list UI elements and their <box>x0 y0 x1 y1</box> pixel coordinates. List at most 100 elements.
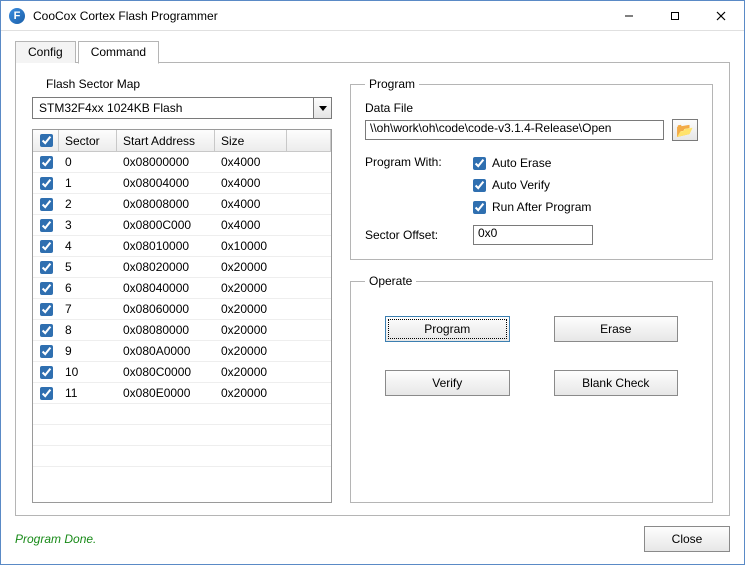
table-row[interactable]: 20x080080000x4000 <box>33 194 331 215</box>
table-row[interactable]: 100x080C00000x20000 <box>33 362 331 383</box>
row-checkbox[interactable] <box>40 240 53 253</box>
run-after-checkbox[interactable] <box>473 201 486 214</box>
cell-size: 0x20000 <box>215 260 287 274</box>
header-checkbox-cell[interactable] <box>33 130 59 151</box>
row-checkbox[interactable] <box>40 366 53 379</box>
cell-sector: 6 <box>59 281 117 295</box>
maximize-icon <box>670 11 680 21</box>
flash-map-label: Flash Sector Map <box>46 77 332 91</box>
row-checkbox[interactable] <box>40 198 53 211</box>
minimize-button[interactable] <box>606 1 652 31</box>
auto-erase-checkbox[interactable] <box>473 157 486 170</box>
cell-sector: 2 <box>59 197 117 211</box>
cell-start-address: 0x08008000 <box>117 197 215 211</box>
auto-verify-label: Auto Verify <box>492 178 550 192</box>
device-select-dropdown[interactable] <box>313 98 331 118</box>
data-file-field[interactable]: \\oh\work\oh\code\code-v3.1.4-Release\Op… <box>365 120 664 140</box>
row-checkbox[interactable] <box>40 324 53 337</box>
cell-sector: 1 <box>59 176 117 190</box>
row-checkbox[interactable] <box>40 219 53 232</box>
data-file-label: Data File <box>365 101 698 115</box>
table-row[interactable]: 10x080040000x4000 <box>33 173 331 194</box>
close-window-button[interactable] <box>698 1 744 31</box>
app-window: F CooCox Cortex Flash Programmer Config … <box>0 0 745 565</box>
row-checkbox[interactable] <box>40 345 53 358</box>
cell-size: 0x4000 <box>215 218 287 232</box>
row-checkbox[interactable] <box>40 261 53 274</box>
header-start-address[interactable]: Start Address <box>117 130 215 151</box>
tab-body: Flash Sector Map STM32F4xx 1024KB Flash … <box>15 63 730 516</box>
bottom-bar: Program Done. Close <box>15 526 730 552</box>
cell-size: 0x4000 <box>215 176 287 190</box>
tab-command[interactable]: Command <box>78 41 159 64</box>
verify-button[interactable]: Verify <box>385 370 510 396</box>
cell-start-address: 0x08040000 <box>117 281 215 295</box>
close-button[interactable]: Close <box>644 526 730 552</box>
cell-start-address: 0x0800C000 <box>117 218 215 232</box>
cell-sector: 8 <box>59 323 117 337</box>
operate-legend: Operate <box>365 274 416 288</box>
header-size[interactable]: Size <box>215 130 287 151</box>
row-checkbox[interactable] <box>40 282 53 295</box>
program-button[interactable]: Program <box>385 316 510 342</box>
sector-offset-label: Sector Offset: <box>365 228 465 242</box>
table-row-empty <box>33 404 331 425</box>
row-checkbox[interactable] <box>40 387 53 400</box>
sector-table-body: 00x080000000x400010x080040000x400020x080… <box>33 152 331 502</box>
maximize-button[interactable] <box>652 1 698 31</box>
cell-sector: 3 <box>59 218 117 232</box>
table-row[interactable]: 110x080E00000x20000 <box>33 383 331 404</box>
sector-offset-field[interactable]: 0x0 <box>473 225 593 245</box>
header-sector[interactable]: Sector <box>59 130 117 151</box>
cell-start-address: 0x08010000 <box>117 239 215 253</box>
cell-size: 0x20000 <box>215 365 287 379</box>
table-row[interactable]: 80x080800000x20000 <box>33 320 331 341</box>
table-row[interactable]: 30x0800C0000x4000 <box>33 215 331 236</box>
cell-sector: 9 <box>59 344 117 358</box>
tab-config[interactable]: Config <box>15 41 76 63</box>
auto-erase-option[interactable]: Auto Erase <box>473 153 591 173</box>
row-checkbox[interactable] <box>40 156 53 169</box>
table-row[interactable]: 00x080000000x4000 <box>33 152 331 173</box>
cell-start-address: 0x08004000 <box>117 176 215 190</box>
app-icon: F <box>9 8 25 24</box>
close-icon <box>716 11 726 21</box>
select-all-checkbox[interactable] <box>40 134 53 147</box>
cell-sector: 11 <box>59 386 117 400</box>
titlebar: F CooCox Cortex Flash Programmer <box>1 1 744 31</box>
program-with-label: Program With: <box>365 153 465 169</box>
auto-verify-checkbox[interactable] <box>473 179 486 192</box>
blank-check-button[interactable]: Blank Check <box>554 370 679 396</box>
header-spacer <box>287 130 331 151</box>
table-row-empty <box>33 425 331 446</box>
cell-size: 0x20000 <box>215 323 287 337</box>
cell-size: 0x20000 <box>215 281 287 295</box>
browse-button[interactable]: 📂 <box>672 119 698 141</box>
cell-start-address: 0x08080000 <box>117 323 215 337</box>
cell-sector: 7 <box>59 302 117 316</box>
table-row[interactable]: 90x080A00000x20000 <box>33 341 331 362</box>
cell-size: 0x4000 <box>215 197 287 211</box>
run-after-option[interactable]: Run After Program <box>473 197 591 217</box>
chevron-down-icon <box>319 106 327 111</box>
tabstrip: Config Command <box>15 39 730 63</box>
client-area: Config Command Flash Sector Map STM32F4x… <box>1 31 744 564</box>
table-row[interactable]: 50x080200000x20000 <box>33 257 331 278</box>
cell-sector: 4 <box>59 239 117 253</box>
cell-start-address: 0x080C0000 <box>117 365 215 379</box>
operate-group: Operate Program Erase Verify Blank Check <box>350 274 713 503</box>
row-checkbox[interactable] <box>40 303 53 316</box>
erase-button[interactable]: Erase <box>554 316 679 342</box>
status-text: Program Done. <box>15 532 96 546</box>
cell-size: 0x20000 <box>215 344 287 358</box>
cell-sector: 0 <box>59 155 117 169</box>
sector-table-header: Sector Start Address Size <box>33 130 331 152</box>
table-row[interactable]: 60x080400000x20000 <box>33 278 331 299</box>
cell-sector: 10 <box>59 365 117 379</box>
device-select[interactable]: STM32F4xx 1024KB Flash <box>32 97 332 119</box>
table-row[interactable]: 70x080600000x20000 <box>33 299 331 320</box>
row-checkbox[interactable] <box>40 177 53 190</box>
auto-verify-option[interactable]: Auto Verify <box>473 175 591 195</box>
minimize-icon <box>624 11 634 21</box>
table-row[interactable]: 40x080100000x10000 <box>33 236 331 257</box>
